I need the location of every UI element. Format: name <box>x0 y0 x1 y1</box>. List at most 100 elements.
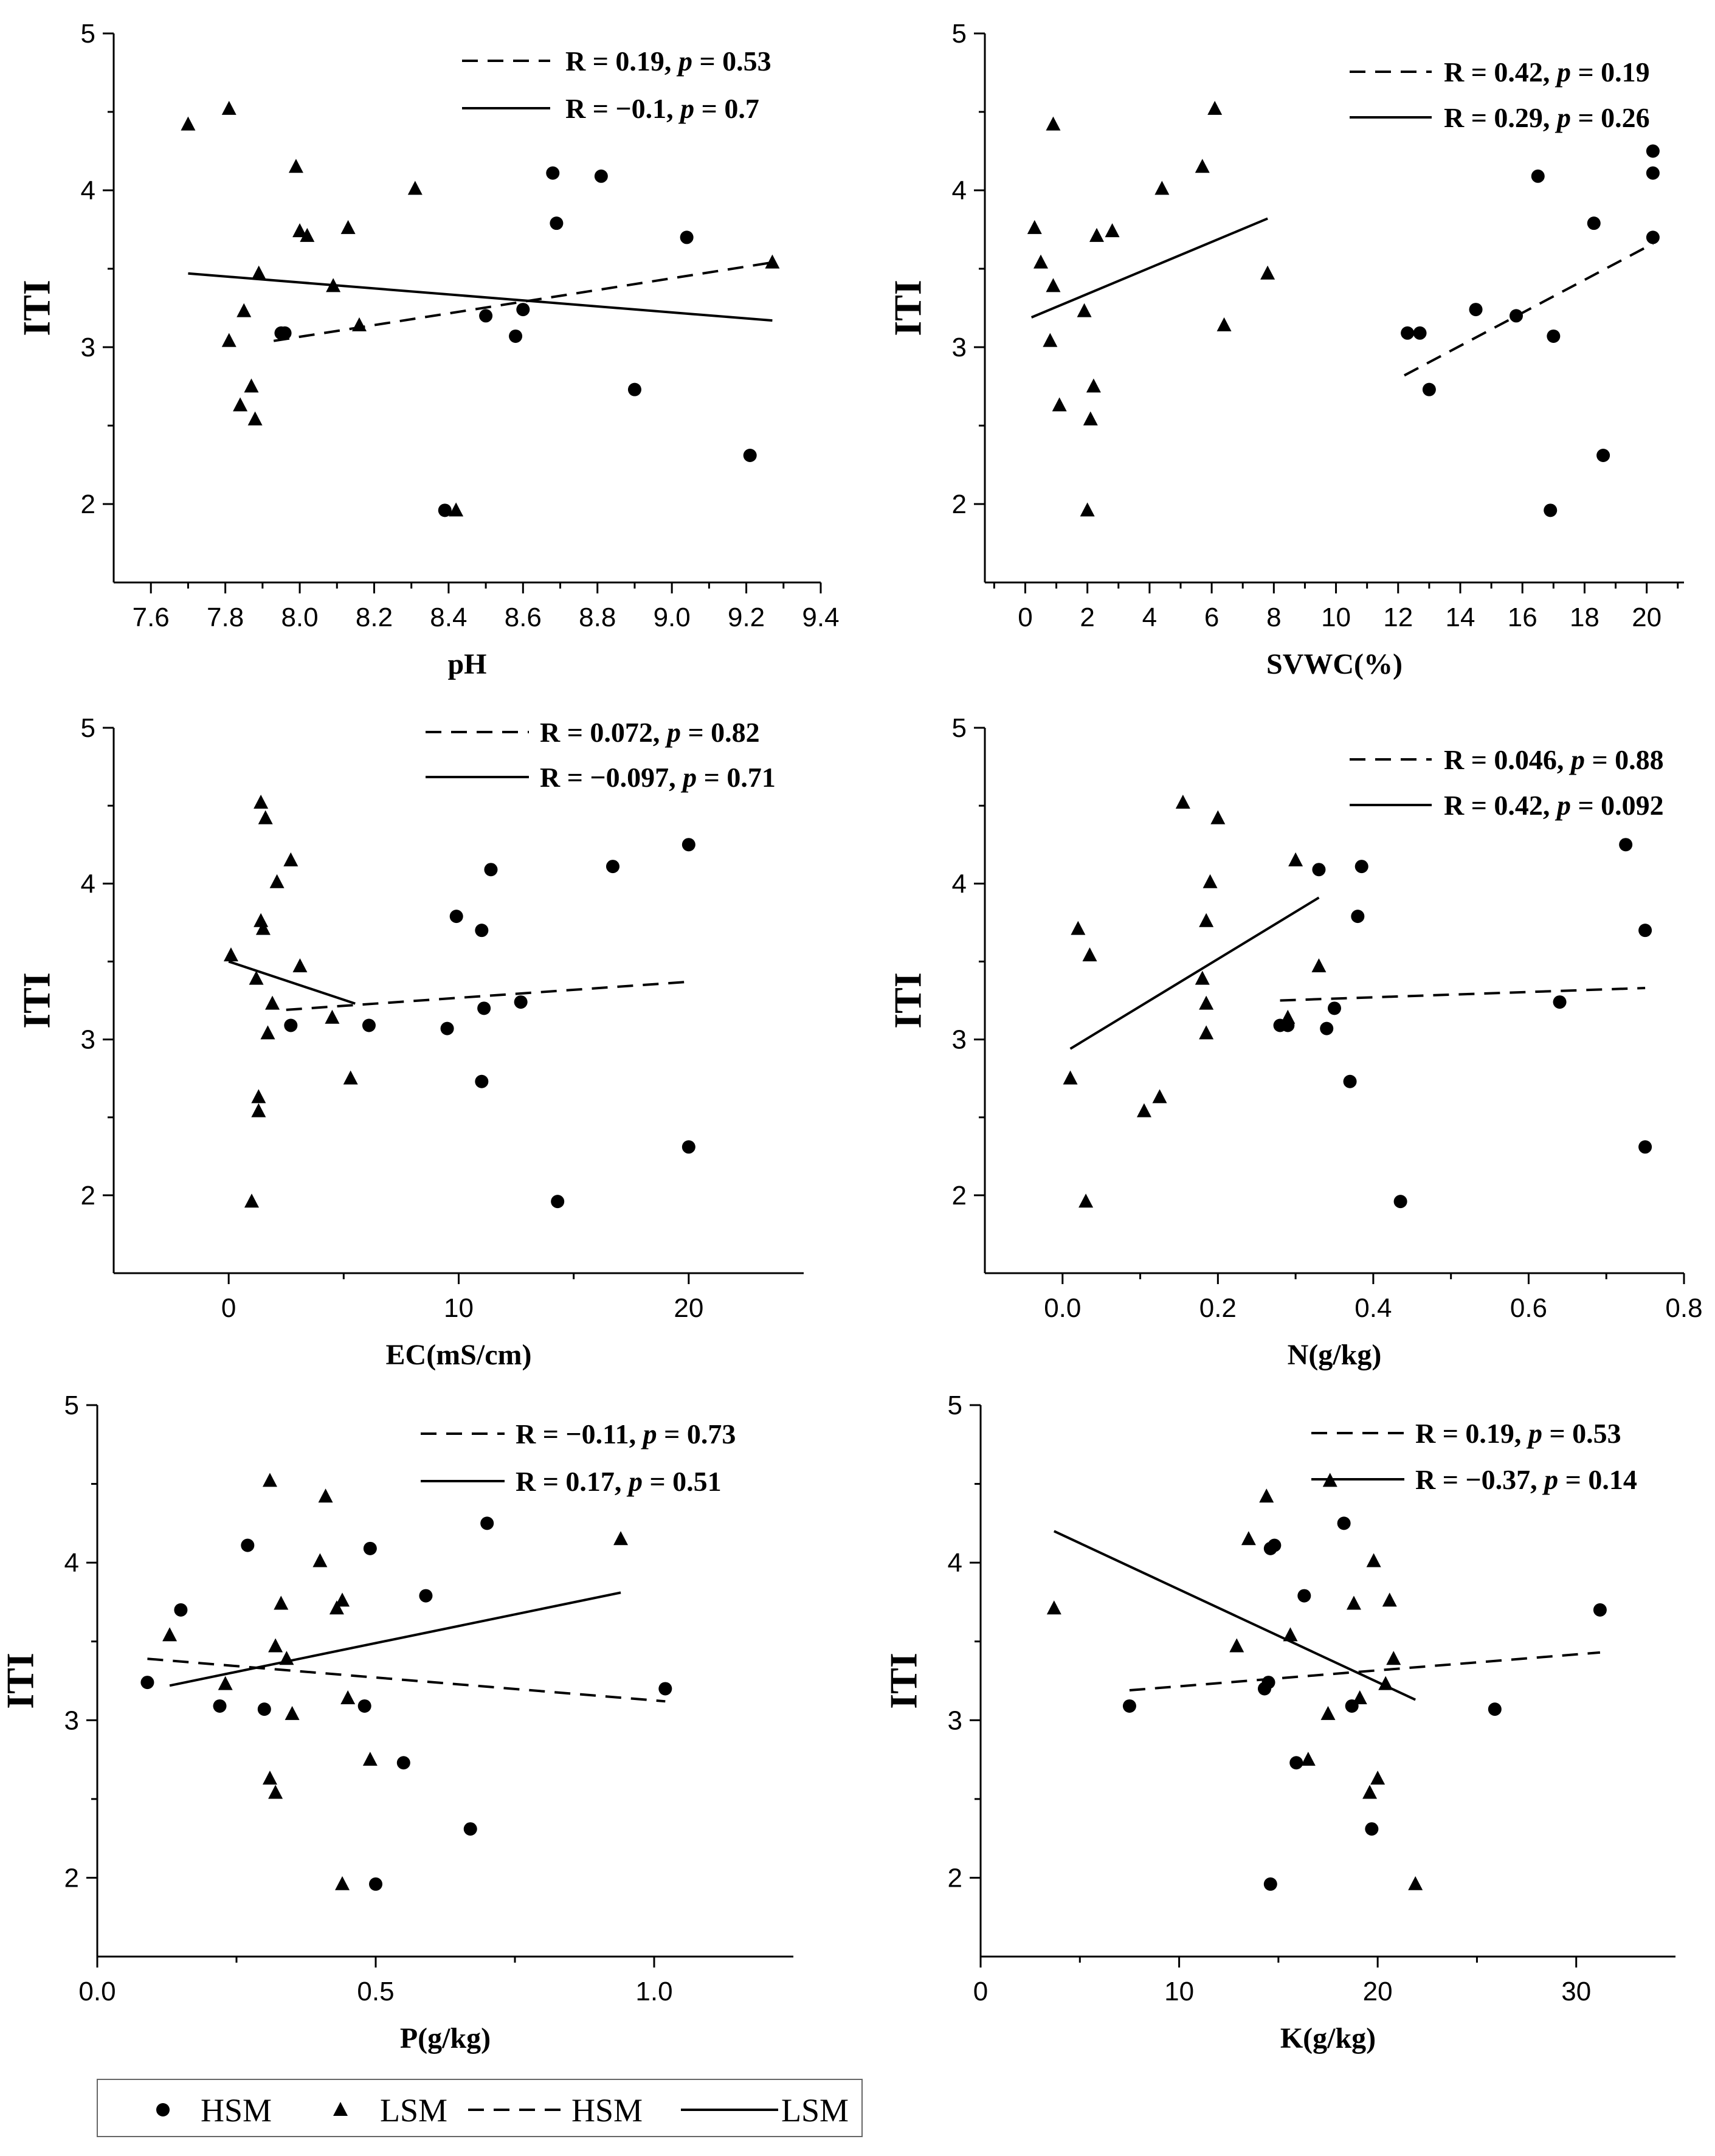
x-tick-label: 9.2 <box>728 603 765 632</box>
correlation-annotation: R = 0.19, p = 0.53 <box>565 46 771 77</box>
lsm-point <box>1283 1627 1298 1642</box>
lsm-point <box>340 1690 356 1705</box>
hsm-point <box>743 449 757 463</box>
scatter-panel-1: 7.6 7.8 8.0 8.2 8.4 8.6 8.8 9.0 9.2 9.4 2 3 4 5 pH ITI R… <box>15 19 840 680</box>
lsm-point <box>449 502 464 517</box>
lsm-point <box>1052 397 1067 412</box>
legend-label-lsm-line: LSM <box>781 2092 849 2129</box>
hsm-point <box>1337 1516 1351 1530</box>
lsm-point <box>1210 810 1226 824</box>
legend-label-lsm-points: LSM <box>380 2092 447 2129</box>
hsm-point <box>509 329 523 343</box>
hsm-point <box>1553 995 1567 1009</box>
p-value: = 0.53 <box>692 46 771 77</box>
lsm-point <box>1346 1595 1361 1610</box>
y-tick-label: 4 <box>81 869 95 899</box>
hsm-point <box>658 1682 672 1696</box>
lsm-point <box>1370 1771 1385 1785</box>
scatter-panel-5: 0.0 0.5 1.0 2 3 4 5 P(g/kg) ITI R = −0.11, p = 0.… <box>0 1391 793 2054</box>
y-axis-title: ITI <box>886 972 930 1029</box>
x-tick-label: 0.4 <box>1354 1293 1392 1323</box>
x-tick-label: 20 <box>1632 603 1662 632</box>
lsm-point <box>1199 995 1214 1010</box>
p-value: = 0.88 <box>1585 744 1664 775</box>
lsm-fit-line <box>1069 896 1320 1050</box>
hsm-point <box>419 1589 433 1603</box>
x-tick-label: 0 <box>973 1977 988 2006</box>
r-value: R = −0.37, <box>1415 1464 1544 1495</box>
lsm-point <box>613 1531 629 1546</box>
hsm-point <box>1351 910 1365 924</box>
lsm-point <box>233 397 248 412</box>
lsm-fit-line <box>1053 1530 1417 1701</box>
hsm-point <box>1261 1676 1275 1690</box>
lsm-point <box>255 921 271 935</box>
x-axis-title: K(g/kg) <box>1280 2022 1376 2054</box>
y-tick-label: 5 <box>952 713 967 743</box>
hsm-point <box>1312 863 1326 877</box>
hsm-point <box>1596 449 1610 463</box>
lsm-point <box>283 852 298 866</box>
x-tick-label: 0 <box>1018 603 1032 632</box>
x-tick-label: 9.4 <box>802 603 839 632</box>
lsm-point <box>221 100 236 115</box>
lsm-point <box>1071 921 1086 935</box>
hsm-point <box>284 1018 298 1032</box>
x-tick-label: 10 <box>1321 603 1351 632</box>
x-tick-label: 7.6 <box>133 603 170 632</box>
r-value: R = 0.42, <box>1444 790 1557 821</box>
hsm-point <box>477 1001 491 1015</box>
lsm-point <box>1195 159 1210 173</box>
lsm-point <box>1105 223 1120 238</box>
correlation-annotation: R = 0.19, p = 0.53 <box>1415 1418 1621 1449</box>
p-symbol: p <box>676 46 692 77</box>
x-tick-label: 8.2 <box>356 603 393 632</box>
y-tick-label: 2 <box>64 1863 79 1893</box>
hsm-point <box>1619 838 1633 852</box>
lsm-point <box>254 913 269 927</box>
x-tick-label: 8.0 <box>281 603 318 632</box>
lsm-point <box>1311 958 1327 973</box>
hsm-point <box>516 303 530 317</box>
lsm-point <box>244 378 259 393</box>
hsm-fit-line <box>147 1657 666 1703</box>
lsm-fit-line <box>188 272 773 322</box>
scatter-panel-2: 0 2 4 6 8 10 12 14 16 18 20 2 3 4 5 SVWC(%) ITI R = 0.42,… <box>886 19 1684 680</box>
lsm-point <box>236 303 252 317</box>
x-tick-label: 16 <box>1508 603 1537 632</box>
x-tick-label: 1.0 <box>635 1977 672 2006</box>
p-symbol: p <box>1555 790 1571 821</box>
hsm-point <box>594 169 608 183</box>
hsm-point <box>1587 216 1601 230</box>
lsm-point <box>1086 378 1101 393</box>
lsm-point <box>335 1592 350 1607</box>
x-axis-title: N(g/kg) <box>1288 1339 1382 1371</box>
lsm-point <box>326 278 341 292</box>
hsm-point <box>362 1018 376 1032</box>
x-tick-label: 0.5 <box>357 1977 394 2006</box>
r-value: R = 0.046, <box>1444 744 1571 775</box>
hsm-point <box>682 1140 695 1154</box>
lsm-fit-line <box>228 960 356 1005</box>
lsm-fit-line <box>1030 217 1268 319</box>
lsm-point <box>292 223 308 238</box>
hsm-point <box>1638 1140 1652 1154</box>
r-value: R = −0.11, <box>516 1418 643 1449</box>
p-value: = 0.092 <box>1571 790 1664 821</box>
correlation-annotation: R = 0.046, p = 0.88 <box>1444 744 1664 775</box>
legend-box <box>97 2079 863 2137</box>
x-tick-label: 9.0 <box>654 603 691 632</box>
hsm-point <box>440 1021 454 1035</box>
y-tick-label: 3 <box>81 333 95 362</box>
lsm-point <box>249 970 264 985</box>
lsm-point <box>1063 1070 1078 1085</box>
lsm-point <box>1078 1194 1094 1208</box>
hsm-point <box>213 1699 227 1713</box>
hsm-point <box>484 863 498 877</box>
hsm-point <box>546 166 560 180</box>
r-value: R = 0.42, <box>1444 57 1557 88</box>
x-tick-label: 0.8 <box>1665 1293 1702 1323</box>
correlation-annotation: R = 0.29, p = 0.26 <box>1444 102 1650 133</box>
y-tick-label: 5 <box>948 1391 962 1420</box>
